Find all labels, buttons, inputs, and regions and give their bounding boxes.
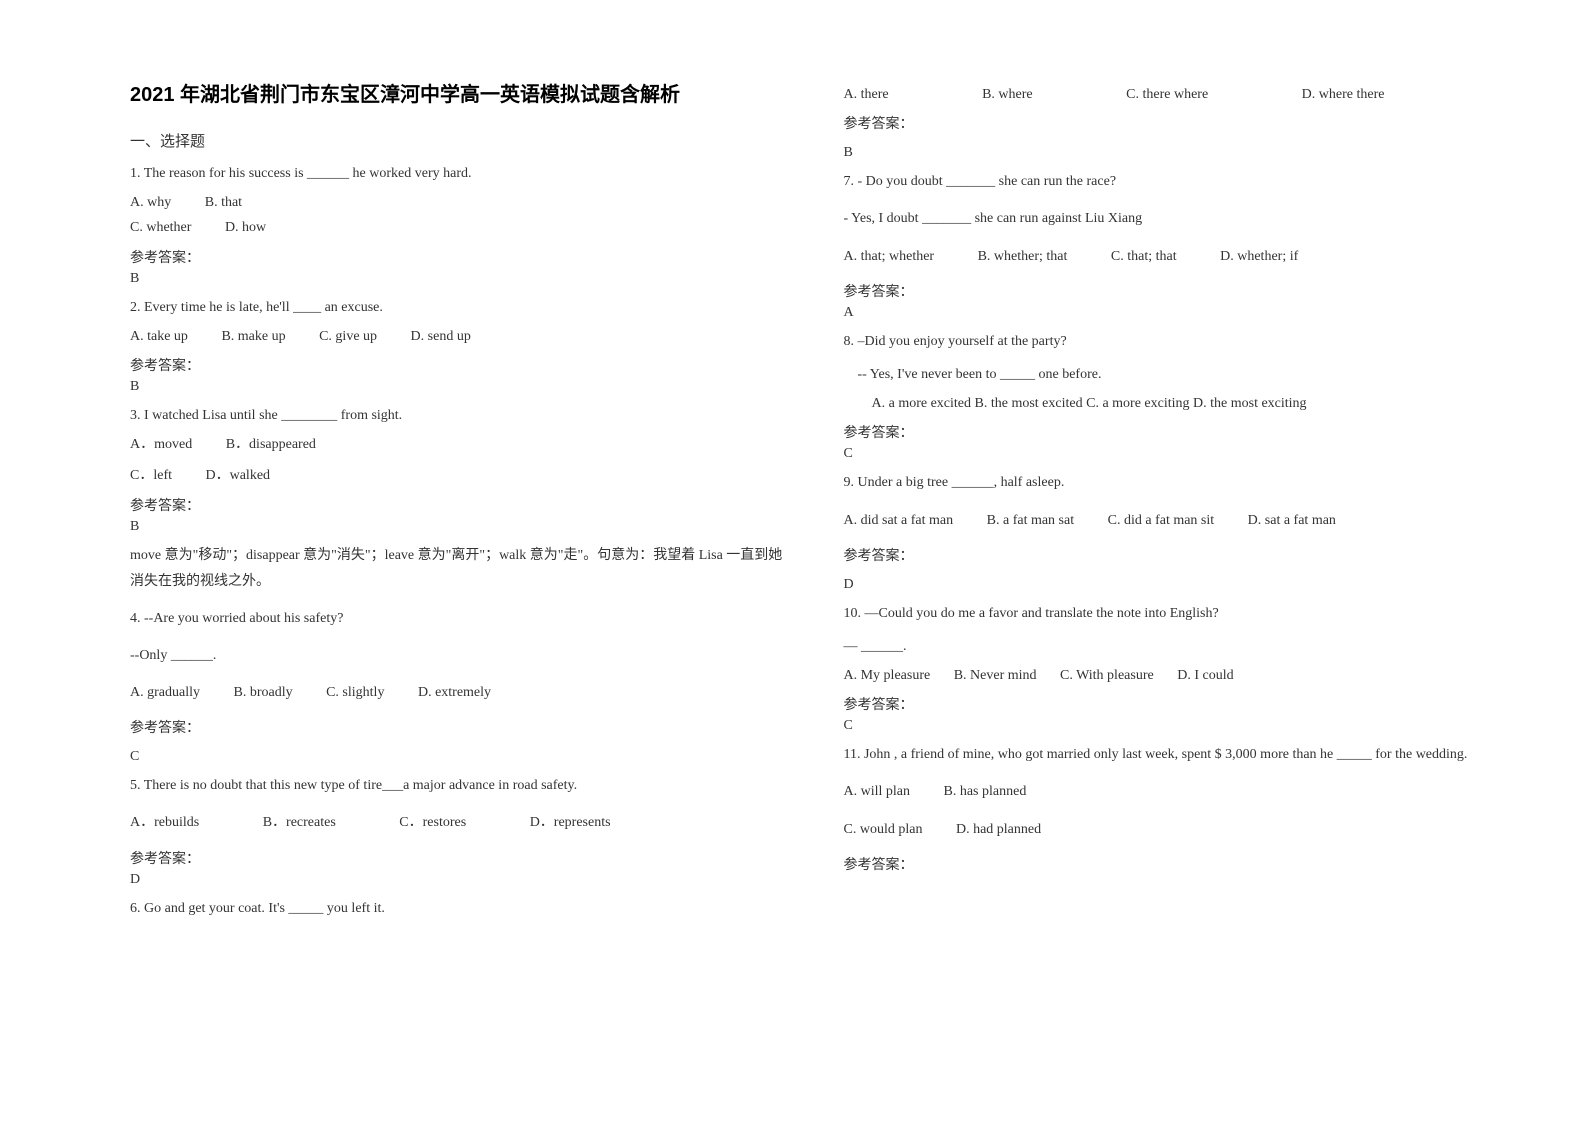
q3-opt-d: D．walked xyxy=(206,463,271,488)
q9-opt-b: B. a fat man sat xyxy=(987,508,1074,533)
q11-ans-label: 参考答案： xyxy=(844,854,1498,874)
q4-opt-d: D. extremely xyxy=(418,680,491,705)
q5-opt-d: D．represents xyxy=(530,810,611,835)
q5-ans: D xyxy=(130,872,784,888)
q11-opt-d: D. had planned xyxy=(956,817,1041,842)
q5-options: A．rebuilds B．recreates C．restores D．repr… xyxy=(130,810,784,835)
q11-opt-a: A. will plan xyxy=(844,779,911,804)
q6-ans: B xyxy=(844,145,1498,161)
q2-opt-b: B. make up xyxy=(221,324,285,349)
q7-text2: - Yes, I doubt _______ she can run again… xyxy=(844,206,1498,231)
q1-text: 1. The reason for his success is ______ … xyxy=(130,161,784,186)
q10-opt-c: C. With pleasure xyxy=(1060,663,1154,688)
q5-text: 5. There is no doubt that this new type … xyxy=(130,773,784,798)
q9-opt-a: A. did sat a fat man xyxy=(844,508,954,533)
q10-opt-a: A. My pleasure xyxy=(844,663,931,688)
page-title: 2021 年湖北省荆门市东宝区漳河中学高一英语模拟试题含解析 xyxy=(130,80,784,110)
q9-text: 9. Under a big tree ______, half asleep. xyxy=(844,470,1498,495)
right-column: A. there B. where C. there where D. wher… xyxy=(814,80,1528,1082)
q1-ans-label: 参考答案： xyxy=(130,247,784,267)
q5-opt-b: B．recreates xyxy=(263,810,336,835)
q2-options: A. take up B. make up C. give up D. send… xyxy=(130,324,784,349)
q5-ans-label: 参考答案： xyxy=(130,848,784,868)
q11-opt-c: C. would plan xyxy=(844,817,923,842)
q10-text: 10. —Could you do me a favor and transla… xyxy=(844,601,1498,626)
q11-opt-b: B. has planned xyxy=(944,779,1027,804)
q4-opt-c: C. slightly xyxy=(326,680,384,705)
q3-ans-label: 参考答案： xyxy=(130,495,784,515)
q2-text: 2. Every time he is late, he'll ____ an … xyxy=(130,295,784,320)
q3-opt-c: C．left xyxy=(130,463,172,488)
q6-opt-c: C. there where xyxy=(1126,82,1208,107)
q7-opt-d: D. whether; if xyxy=(1220,244,1298,269)
q8-ans-label: 参考答案： xyxy=(844,422,1498,442)
q5-opt-c: C．restores xyxy=(399,810,466,835)
q9-ans-label: 参考答案： xyxy=(844,545,1498,565)
q9-opt-c: C. did a fat man sit xyxy=(1108,508,1215,533)
q6-opt-b: B. where xyxy=(982,82,1033,107)
q8-options: A. a more excited B. the most excited C.… xyxy=(844,391,1498,416)
q4-ans: C xyxy=(130,749,784,765)
q7-opt-c: C. that; that xyxy=(1111,244,1177,269)
q9-opt-d: D. sat a fat man xyxy=(1248,508,1336,533)
q2-opt-d: D. send up xyxy=(411,324,471,349)
q8-ans: C xyxy=(844,446,1498,462)
q4-text2: --Only ______. xyxy=(130,643,784,668)
q10-opt-d: D. I could xyxy=(1177,663,1233,688)
q4-text: 4. --Are you worried about his safety? xyxy=(130,606,784,631)
q3-options-row2: C．left D．walked xyxy=(130,463,784,488)
left-column: 2021 年湖北省荆门市东宝区漳河中学高一英语模拟试题含解析 一、选择题 1. … xyxy=(100,80,814,1082)
q6-ans-label: 参考答案： xyxy=(844,113,1498,133)
q10-ans-label: 参考答案： xyxy=(844,694,1498,714)
q1-options: A. why B. that C. whether D. how xyxy=(130,190,784,240)
q5-opt-a: A．rebuilds xyxy=(130,810,199,835)
q10-text2: — ______. xyxy=(844,634,1498,659)
q1-opt-a: A. why xyxy=(130,190,171,215)
q6-opt-a: A. there xyxy=(844,82,889,107)
q11-text: 11. John , a friend of mine, who got mar… xyxy=(844,742,1498,767)
q10-ans: C xyxy=(844,718,1498,734)
q1-opt-c: C. whether xyxy=(130,215,191,240)
q4-options: A. gradually B. broadly C. slightly D. e… xyxy=(130,680,784,705)
q9-ans: D xyxy=(844,577,1498,593)
q3-explain: move 意为"移动"；disappear 意为"消失"；leave 意为"离开… xyxy=(130,543,784,596)
q3-text: 3. I watched Lisa until she ________ fro… xyxy=(130,403,784,428)
q7-text: 7. - Do you doubt _______ she can run th… xyxy=(844,169,1498,194)
q4-opt-a: A. gradually xyxy=(130,680,200,705)
q1-opt-b: B. that xyxy=(205,190,242,215)
q2-opt-c: C. give up xyxy=(319,324,377,349)
q11-options-row1: A. will plan B. has planned xyxy=(844,779,1498,804)
q3-ans: B xyxy=(130,519,784,535)
q4-opt-b: B. broadly xyxy=(233,680,292,705)
q7-opt-a: A. that; whether xyxy=(844,244,935,269)
q10-opt-b: B. Never mind xyxy=(954,663,1037,688)
q1-opt-d: D. how xyxy=(225,215,266,240)
q8-text2: -- Yes, I've never been to _____ one bef… xyxy=(844,362,1498,387)
q7-ans: A xyxy=(844,305,1498,321)
q7-options: A. that; whether B. whether; that C. tha… xyxy=(844,244,1498,269)
q3-opt-a: A．moved xyxy=(130,432,192,457)
q3-options-row1: A．moved B．disappeared xyxy=(130,432,784,457)
q6-opt-d: D. where there xyxy=(1302,82,1385,107)
q11-options-row2: C. would plan D. had planned xyxy=(844,817,1498,842)
q10-options: A. My pleasure B. Never mind C. With ple… xyxy=(844,663,1498,688)
section-heading: 一、选择题 xyxy=(130,130,784,151)
q2-ans-label: 参考答案： xyxy=(130,355,784,375)
q7-ans-label: 参考答案： xyxy=(844,281,1498,301)
q9-options: A. did sat a fat man B. a fat man sat C.… xyxy=(844,508,1498,533)
q3-opt-b: B．disappeared xyxy=(226,432,316,457)
q2-opt-a: A. take up xyxy=(130,324,188,349)
q2-ans: B xyxy=(130,379,784,395)
q6-options: A. there B. where C. there where D. wher… xyxy=(844,82,1498,107)
q8-text: 8. –Did you enjoy yourself at the party? xyxy=(844,329,1498,354)
q4-ans-label: 参考答案： xyxy=(130,717,784,737)
q1-ans: B xyxy=(130,271,784,287)
q6-text: 6. Go and get your coat. It's _____ you … xyxy=(130,896,784,921)
q7-opt-b: B. whether; that xyxy=(978,244,1068,269)
